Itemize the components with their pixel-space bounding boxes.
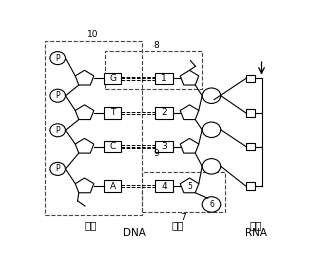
- Text: 7: 7: [180, 213, 186, 222]
- Polygon shape: [75, 138, 94, 153]
- FancyBboxPatch shape: [104, 181, 121, 192]
- Circle shape: [202, 122, 221, 138]
- Text: 乙链: 乙链: [171, 220, 184, 230]
- Text: 甲链: 甲链: [84, 220, 97, 230]
- Text: 5: 5: [187, 182, 192, 191]
- FancyBboxPatch shape: [246, 109, 255, 117]
- Text: A: A: [110, 182, 116, 191]
- FancyBboxPatch shape: [155, 181, 173, 192]
- Text: 2: 2: [161, 109, 167, 117]
- Circle shape: [50, 51, 66, 65]
- Polygon shape: [75, 70, 94, 85]
- Text: 丙链: 丙链: [250, 220, 262, 230]
- Circle shape: [50, 89, 66, 102]
- Text: DNA: DNA: [123, 228, 146, 238]
- Text: 9: 9: [153, 149, 159, 158]
- Text: C: C: [110, 142, 116, 151]
- Text: P: P: [55, 126, 60, 135]
- Text: RNA: RNA: [245, 228, 267, 238]
- Text: 10: 10: [87, 30, 99, 39]
- Polygon shape: [75, 178, 94, 193]
- Polygon shape: [180, 178, 199, 193]
- Text: 3: 3: [161, 142, 167, 151]
- Text: P: P: [55, 54, 60, 63]
- FancyBboxPatch shape: [104, 73, 121, 84]
- Text: P: P: [55, 164, 60, 173]
- Text: 6: 6: [209, 200, 214, 209]
- Circle shape: [202, 197, 221, 212]
- Polygon shape: [180, 138, 199, 153]
- Text: T: T: [110, 109, 115, 117]
- Polygon shape: [180, 70, 199, 85]
- FancyBboxPatch shape: [246, 143, 255, 150]
- Text: 1: 1: [161, 74, 167, 83]
- Circle shape: [202, 159, 221, 174]
- FancyBboxPatch shape: [155, 141, 173, 152]
- FancyBboxPatch shape: [155, 107, 173, 119]
- Circle shape: [202, 88, 221, 103]
- Circle shape: [50, 124, 66, 137]
- Text: G: G: [109, 74, 116, 83]
- Text: 8: 8: [153, 41, 159, 50]
- Text: P: P: [55, 91, 60, 100]
- FancyBboxPatch shape: [104, 141, 121, 152]
- Polygon shape: [75, 105, 94, 120]
- Text: 4: 4: [161, 182, 167, 191]
- FancyBboxPatch shape: [246, 74, 255, 82]
- FancyBboxPatch shape: [246, 182, 255, 190]
- Polygon shape: [180, 105, 199, 120]
- FancyBboxPatch shape: [155, 73, 173, 84]
- FancyBboxPatch shape: [104, 107, 121, 119]
- Circle shape: [50, 162, 66, 175]
